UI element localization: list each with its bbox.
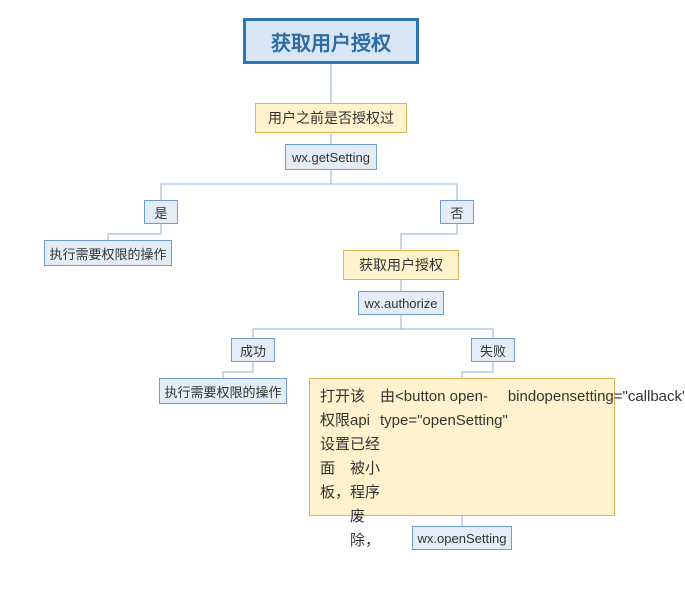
flowchart-node-n12: 打开权限设置面板，该api已经被小程序废除，由<button open-type…	[309, 378, 615, 516]
flowchart-node-n9: 成功	[231, 338, 275, 362]
flowchart-node-n4: 是	[144, 200, 178, 224]
flowchart-node-n8: wx.authorize	[358, 291, 444, 315]
flowchart-node-n7: 获取用户授权	[343, 250, 459, 280]
flowchart-node-n13: wx.openSetting	[412, 526, 512, 550]
flowchart-node-n10: 失败	[471, 338, 515, 362]
flowchart-node-n2: 用户之前是否授权过	[255, 103, 407, 133]
flowchart-node-n6: 执行需要权限的操作	[44, 240, 172, 266]
flowchart-node-n3: wx.getSetting	[285, 144, 377, 170]
flowchart-node-n1: 获取用户授权	[243, 18, 419, 64]
flowchart-node-n11: 执行需要权限的操作	[159, 378, 287, 404]
flowchart-node-n5: 否	[440, 200, 474, 224]
